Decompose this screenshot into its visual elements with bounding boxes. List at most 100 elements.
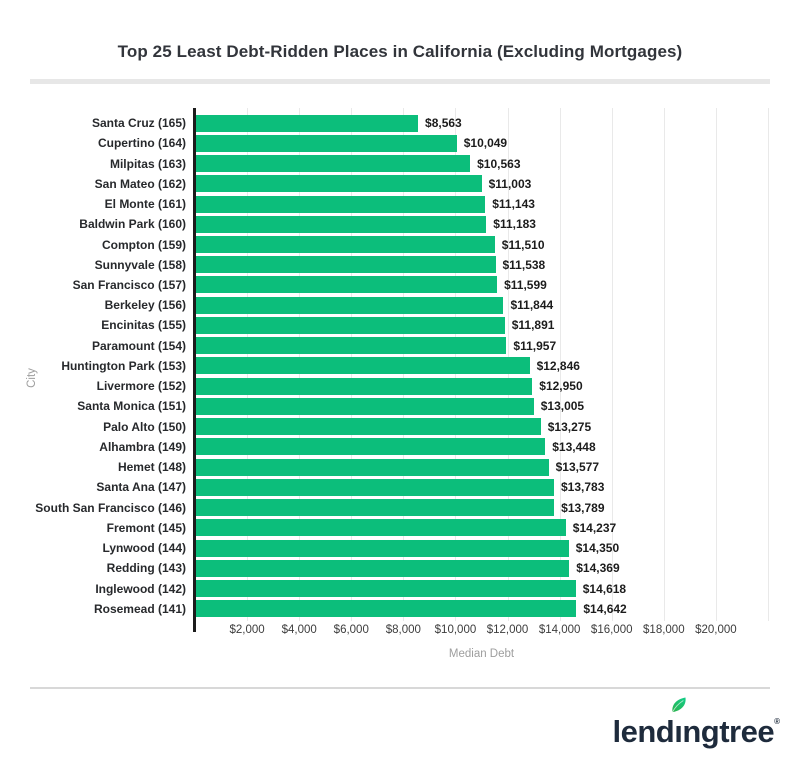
bar-row: Santa Cruz (165) $8,563 (92, 113, 768, 133)
leaf-icon (672, 697, 686, 713)
category-label: Santa Monica (151) (77, 399, 186, 414)
bar (195, 499, 555, 517)
x-tick-label: $20,000 (695, 624, 737, 636)
bar-value-label: $13,783 (560, 480, 605, 495)
category-label: Santa Cruz (165) (91, 116, 186, 131)
bar (195, 175, 482, 193)
category-label: Paramount (154) (91, 338, 186, 353)
bar-row: Livermore (152) $12,950 (97, 376, 768, 396)
logo-text-after: ngtree (682, 714, 775, 749)
bar-row: Huntington Park (153) $12,846 (61, 356, 768, 376)
bar-value-label: $13,577 (555, 460, 599, 475)
bar (195, 438, 546, 456)
gridline (559, 108, 561, 621)
bar-row: Santa Ana (147) $13,783 (96, 477, 768, 497)
bar-value-label: $13,789 (561, 500, 605, 515)
bar-row: Hemet (148) $13,577 (118, 457, 768, 477)
gridline (663, 108, 665, 621)
bar-value-label: $13,275 (547, 419, 592, 434)
bar-value-label: $12,950 (539, 379, 583, 394)
top-divider (30, 79, 770, 84)
bar-row: San Francisco (157) $11,599 (73, 275, 768, 295)
bar (195, 114, 419, 132)
category-label: Livermore (152) (96, 379, 186, 394)
x-tick-label: $2,000 (229, 624, 265, 636)
category-label: Santa Ana (147) (96, 480, 186, 495)
bar (195, 337, 507, 355)
x-tick-label: $10,000 (434, 624, 477, 636)
bar-value-label: $10,563 (477, 156, 521, 171)
bar-value-label: $14,350 (575, 541, 620, 556)
category-label: Compton (159) (102, 237, 186, 252)
bar-row: Rosemead (141) $14,642 (94, 599, 768, 619)
bar-value-label: $10,049 (463, 136, 508, 151)
bar-value-label: $14,369 (576, 561, 620, 576)
bar-row: Lynwood (144) $14,350 (102, 538, 768, 558)
category-label: Lynwood (144) (102, 541, 186, 556)
x-tick-label: $4,000 (281, 624, 317, 636)
bar-row: Fremont (145) $14,237 (107, 518, 768, 538)
bar (195, 580, 576, 597)
bar-value-label: $11,957 (513, 338, 557, 353)
x-tick-label: $6,000 (333, 624, 369, 636)
bar-row: Baldwin Park (160) $11,183 (79, 214, 768, 234)
bar (195, 256, 496, 274)
category-label: San Francisco (157) (72, 277, 186, 292)
category-label: Redding (143) (106, 561, 186, 576)
gridline (715, 108, 717, 621)
category-label: El Monte (161) (104, 197, 186, 212)
bar-value-label: $13,005 (540, 399, 585, 414)
bar (195, 357, 530, 375)
category-label: Sunnyvale (158) (94, 257, 186, 272)
category-label: Cupertino (164) (97, 136, 186, 151)
bar (195, 418, 541, 436)
bar (195, 519, 566, 537)
bar-value-label: $12,846 (536, 358, 580, 373)
bar-row: Redding (143) $14,369 (107, 558, 768, 578)
bar-value-label: $11,599 (504, 277, 547, 292)
category-label: Baldwin Park (160) (79, 217, 186, 232)
bar-row: Berkeley (156) $11,844 (105, 295, 768, 315)
bar (195, 215, 487, 233)
bar (195, 236, 495, 254)
gridline (611, 108, 613, 621)
category-label: Fremont (145) (106, 520, 186, 535)
footer: lend ıngtree® (0, 689, 800, 756)
logo-text-before: lend (612, 714, 675, 749)
bar-row: Cupertino (164) $10,049 (98, 133, 768, 153)
bar (195, 397, 534, 415)
bottom-divider (30, 687, 770, 689)
category-label: South San Francisco (146) (35, 500, 186, 515)
bar (195, 276, 498, 294)
category-label: Hemet (148) (117, 460, 186, 475)
bar-row: Paramount (154) $11,957 (92, 336, 768, 356)
bar-row: Milpitas (163) $10,563 (110, 153, 768, 173)
bar (195, 155, 471, 173)
category-label: Inglewood (142) (95, 581, 186, 596)
chart-title: Top 25 Least Debt-Ridden Places in Calif… (117, 42, 683, 61)
bar-value-label: $11,183 (493, 217, 536, 232)
bar-row: Sunnyvale (158) $11,538 (95, 255, 768, 275)
x-tick-label: $16,000 (590, 624, 633, 636)
bar (195, 134, 457, 152)
category-label: Palo Alto (150) (103, 419, 186, 434)
lendingtree-logo: lend ıngtree® (612, 697, 780, 756)
bar-row: Compton (159) $11,510 (102, 234, 768, 254)
bar-value-label: $8,563 (425, 116, 462, 131)
category-label: Rosemead (141) (93, 601, 186, 616)
x-tick-label: $12,000 (486, 624, 529, 636)
bar (195, 377, 533, 395)
plot-rows: Santa Cruz (165) $8,563 Cupertino (164) $10… (35, 113, 768, 619)
category-label: Encinitas (155) (101, 318, 186, 333)
bar (195, 458, 549, 476)
bar-row: Palo Alto (150) $13,275 (103, 417, 768, 437)
bar (195, 478, 554, 496)
bar-row: El Monte (161) $11,143 (105, 194, 768, 214)
category-label: San Mateo (162) (94, 176, 186, 191)
category-label: Huntington Park (153) (61, 358, 186, 373)
plot-area: Santa Cruz (165) $8,563 Cupertino (164) $10… (35, 108, 769, 660)
x-tick-label: $8,000 (385, 624, 421, 636)
category-label: Alhambra (149) (99, 439, 186, 454)
bar-value-label: $11,510 (501, 237, 545, 252)
